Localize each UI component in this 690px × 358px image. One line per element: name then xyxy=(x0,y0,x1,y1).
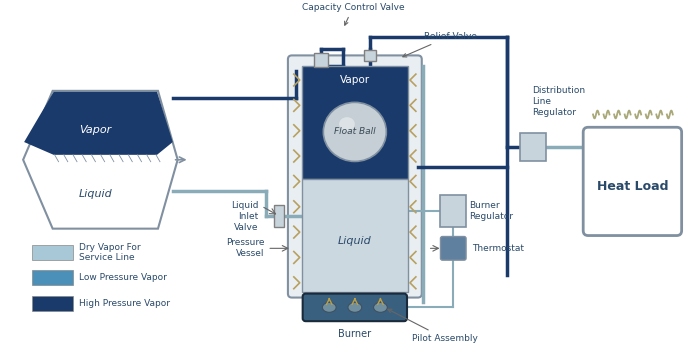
Ellipse shape xyxy=(348,303,362,312)
FancyBboxPatch shape xyxy=(440,195,466,227)
FancyBboxPatch shape xyxy=(32,245,73,260)
Text: Vapor: Vapor xyxy=(79,125,112,135)
FancyBboxPatch shape xyxy=(302,179,408,292)
FancyBboxPatch shape xyxy=(274,205,284,227)
Text: Low Pressure Vapor: Low Pressure Vapor xyxy=(79,274,167,282)
Ellipse shape xyxy=(339,117,355,131)
Ellipse shape xyxy=(373,303,387,312)
Text: Vapor: Vapor xyxy=(339,75,370,85)
Text: Thermostat: Thermostat xyxy=(472,244,524,253)
Ellipse shape xyxy=(322,303,336,312)
FancyBboxPatch shape xyxy=(583,127,682,236)
FancyBboxPatch shape xyxy=(364,49,375,61)
Polygon shape xyxy=(23,91,177,229)
Text: Heat Load: Heat Load xyxy=(597,180,668,193)
Text: Float Ball: Float Ball xyxy=(334,127,375,136)
Ellipse shape xyxy=(324,102,386,161)
Text: High Pressure Vapor: High Pressure Vapor xyxy=(79,299,170,308)
FancyBboxPatch shape xyxy=(315,53,328,67)
Text: Pressure
Vessel: Pressure Vessel xyxy=(226,238,264,258)
FancyBboxPatch shape xyxy=(440,237,466,260)
Text: Burner
Regulator: Burner Regulator xyxy=(469,201,513,221)
Text: Dry Vapor For
Service Line: Dry Vapor For Service Line xyxy=(79,243,141,262)
FancyBboxPatch shape xyxy=(32,296,73,311)
Text: Liquid
Inlet
Valve: Liquid Inlet Valve xyxy=(231,201,258,232)
Text: Burner: Burner xyxy=(338,329,371,339)
Text: Pilot Assembly: Pilot Assembly xyxy=(388,309,477,343)
Text: Distribution
Line
Regulator: Distribution Line Regulator xyxy=(532,86,585,117)
FancyBboxPatch shape xyxy=(302,66,408,179)
Text: Liquid: Liquid xyxy=(338,236,372,246)
Text: Relief Valve: Relief Valve xyxy=(403,32,477,57)
Text: Capacity Control Valve: Capacity Control Valve xyxy=(302,3,404,25)
FancyBboxPatch shape xyxy=(520,133,546,161)
Polygon shape xyxy=(24,92,172,155)
Text: Liquid: Liquid xyxy=(79,189,112,199)
FancyBboxPatch shape xyxy=(32,271,73,285)
FancyBboxPatch shape xyxy=(303,294,407,321)
FancyBboxPatch shape xyxy=(288,55,422,297)
